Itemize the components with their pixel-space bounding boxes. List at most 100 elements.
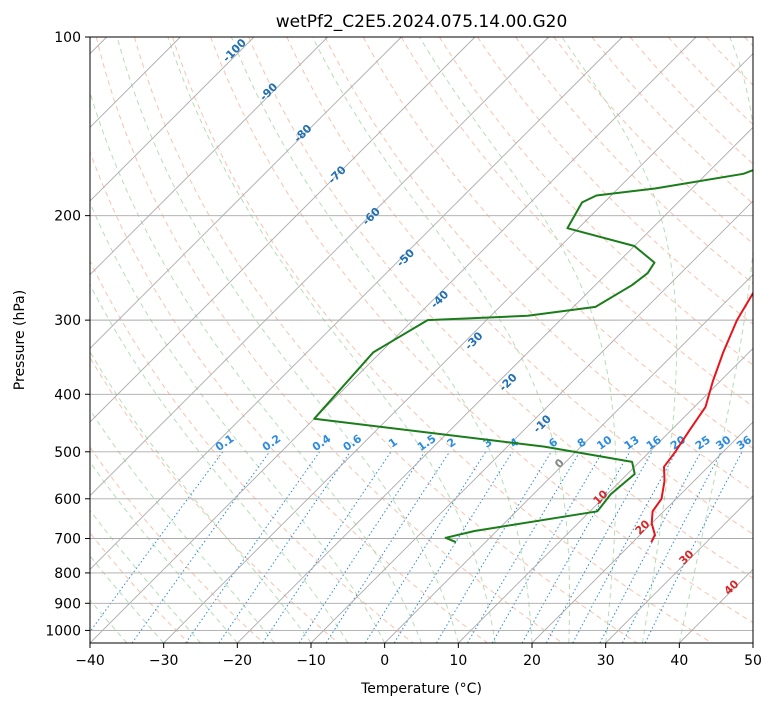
mixing-ratio-label: 1.5 [415, 432, 438, 454]
y-tick-label: 700 [54, 532, 81, 548]
isotherm-label: -50 [394, 246, 417, 269]
x-tick-label: 0 [380, 653, 389, 669]
mixing-ratio-line [467, 451, 581, 643]
mixing-ratio-label: 30 [713, 433, 733, 453]
moist-adiabat-line [561, 37, 678, 643]
moist-adiabat-line [90, 599, 128, 643]
dry-adiabat-line [553, 37, 753, 245]
dry-adiabat-line [172, 37, 712, 643]
dry-adiabat-line [90, 446, 264, 643]
x-tick-label: 40 [670, 653, 688, 669]
dry-adiabat-line [90, 259, 414, 643]
y-tick-label: 500 [54, 445, 81, 461]
mixing-ratio-line [90, 451, 224, 633]
mixing-ratio-line [572, 451, 677, 643]
temperature-line [650, 291, 753, 543]
mixing-ratio-label: 36 [734, 433, 754, 453]
y-axis: 100 200 300 400 500 600 700 800 900 1000 [45, 30, 90, 639]
dry-adiabat-line [477, 37, 753, 325]
y-tick-label: 100 [54, 30, 81, 46]
dry-adiabat-line [90, 532, 190, 643]
isotherm-label: -90 [257, 80, 280, 103]
moist-adiabat-line [90, 461, 238, 643]
isotherm-label: -20 [497, 371, 520, 394]
mixing-ratio-label: 16 [644, 433, 664, 453]
dry-adiabat-line [90, 150, 488, 643]
grid-lines [90, 37, 753, 643]
x-tick-label: −30 [149, 653, 179, 669]
dry-adiabat-line [324, 37, 753, 492]
mixing-ratio-label: 8 [575, 435, 589, 450]
dry-adiabat-line [400, 37, 753, 408]
x-tick-label: −20 [223, 653, 253, 669]
y-axis-label: Pressure (hPa) [12, 290, 28, 390]
mixing-ratio-label: 0.1 [213, 432, 236, 454]
isotherm-label: -80 [291, 122, 314, 145]
isotherm-line [679, 568, 753, 643]
mixing-ratio-line [262, 451, 392, 643]
mixing-ratio-label: 1 [386, 435, 400, 450]
isotherm-line [237, 126, 753, 643]
x-tick-label: 10 [449, 653, 467, 669]
isotherm-line [605, 495, 753, 643]
isotherm-line [90, 37, 328, 276]
mixing-ratio-label: 0.4 [310, 432, 334, 454]
dry-adiabat-line [95, 37, 563, 643]
y-tick-label: 800 [54, 566, 81, 582]
moist-adiabat-line [90, 509, 201, 643]
x-tick-label: 20 [523, 653, 541, 669]
moist-adiabat-label: 30 [677, 547, 697, 567]
moist-adiabat-line [116, 37, 459, 643]
moist-adiabat-line [90, 408, 275, 643]
mixing-ratio-label: 13 [622, 433, 642, 452]
x-axis: −40 −30 −20 −10 0 10 20 30 40 50 [75, 643, 762, 669]
moist-adiabat-line [167, 37, 496, 643]
dry-adiabat-line [210, 37, 753, 624]
moist-adiabat-line [90, 350, 312, 643]
y-tick-label: 600 [54, 492, 81, 508]
plot-area: -100-90-80-70-60-50-40-30-20-100.1 0.2 0.4… [90, 37, 754, 643]
isotherm-line [531, 421, 753, 643]
mixing-ratio-label: 2 [445, 435, 459, 450]
mixing-ratio-label: 10 [594, 433, 614, 453]
isotherm-line [90, 37, 255, 202]
x-tick-label: −40 [75, 653, 105, 669]
x-tick-label: 50 [744, 653, 762, 669]
dry-adiabat-line [362, 37, 753, 450]
mixing-ratio-label: 3 [481, 435, 495, 450]
sounding-series [313, 169, 753, 544]
chart-title: wetPf2_C2E5.2024.075.14.00.G20 [276, 12, 568, 32]
dry-adiabat-line [438, 37, 753, 366]
isotherm-line [752, 642, 753, 643]
mixing-ratio-line [325, 451, 451, 643]
mixing-ratio-line [521, 451, 631, 643]
y-tick-label: 300 [54, 313, 81, 329]
y-tick-label: 200 [54, 209, 81, 225]
isotherm-line [310, 200, 753, 643]
dewpoint-line [313, 169, 753, 544]
moist-adiabat-line [230, 37, 533, 643]
x-tick-label: −10 [296, 653, 326, 669]
isotherm-label: -60 [360, 205, 383, 228]
mixing-ratio-line [364, 451, 487, 643]
mixing-ratio-line [298, 451, 426, 643]
dry-adiabat-line [744, 37, 753, 47]
isotherm-line [384, 274, 753, 643]
moist-adiabat-line [312, 37, 570, 643]
isotherm-line [163, 53, 753, 643]
mixing-ratio-line [185, 451, 321, 643]
isotherm-line [90, 37, 402, 349]
mixing-ratio-line [644, 451, 743, 643]
mixing-ratio-label: 0.6 [341, 432, 365, 454]
plot-frame [89, 36, 754, 644]
y-tick-label: 400 [54, 387, 81, 403]
y-tick-label: 1000 [45, 623, 81, 639]
mixing-ratio-line [218, 451, 351, 643]
dry-adiabat-line [133, 37, 638, 643]
moist-adiabat-label: 40 [722, 577, 742, 597]
mixing-ratio-line [435, 451, 552, 643]
moist-adiabat-label: 20 [633, 517, 653, 537]
mixing-ratio-line [545, 451, 653, 643]
moist-adiabat-line [90, 201, 386, 643]
mixing-ratio-label: 25 [693, 433, 713, 452]
